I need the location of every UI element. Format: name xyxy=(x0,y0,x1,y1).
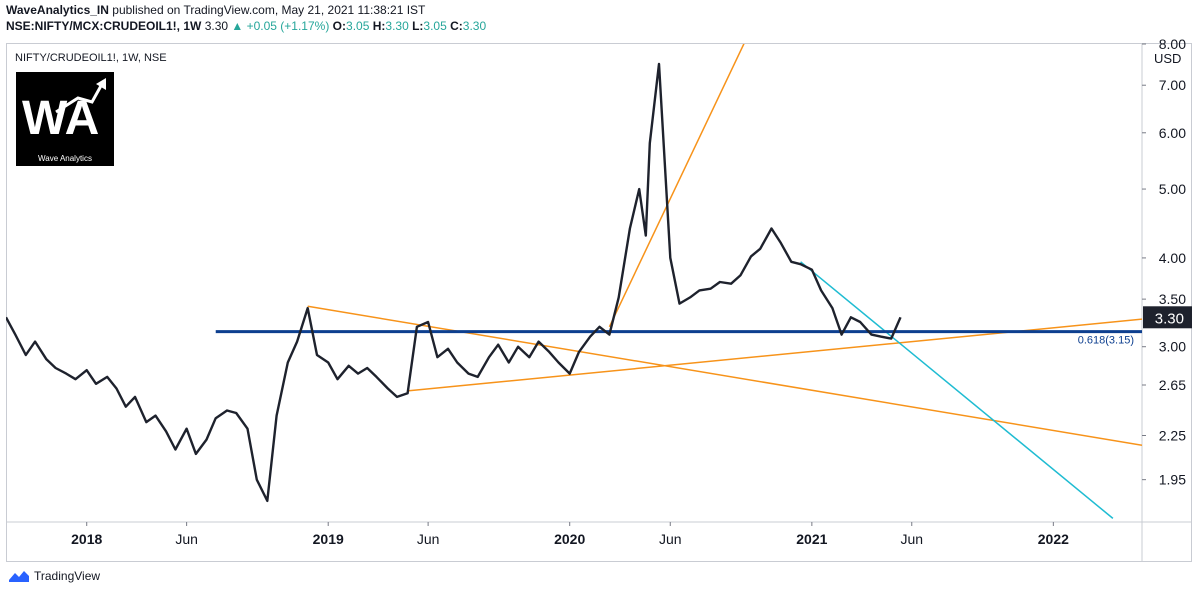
x-tick-label-2: 2019 xyxy=(313,531,344,547)
y-tick-label-1: 7.00 xyxy=(1159,77,1186,93)
publish-line: WaveAnalytics_IN published on TradingVie… xyxy=(6,2,486,18)
trendline-layer xyxy=(215,44,1142,519)
fib-level-label: 0.618(3.15) xyxy=(1078,335,1134,347)
y-tick-label-5: 3.50 xyxy=(1159,291,1186,307)
cyan-trendline-3 xyxy=(800,261,1114,519)
change-value: ▲ +0.05 (+1.17%) xyxy=(231,19,330,33)
axis-layer: 8.00 7.00 6.00 5.00 4.00 3.50 3.00 2.65 2.25 1.95… xyxy=(71,36,1186,547)
last-price-label: 3.30 xyxy=(1155,310,1184,327)
x-tick-label-1: Jun xyxy=(175,531,198,547)
orange-trendline-1 xyxy=(407,318,1142,392)
x-tick-label-4: 2020 xyxy=(554,531,585,547)
arrow-head xyxy=(96,78,106,90)
last-price-badge xyxy=(1143,306,1192,329)
wave-analytics-logo: WA Wave Analytics xyxy=(16,72,114,166)
y-tick-label-2: 6.00 xyxy=(1159,125,1186,141)
x-tick-label-0: 2018 xyxy=(71,531,102,547)
y-tick-label-0: 8.00 xyxy=(1159,36,1186,52)
high-label: H: xyxy=(372,19,386,33)
label-layer: 0.618(3.15) 3.30 xyxy=(1078,306,1192,347)
logo-graphic: WA xyxy=(22,78,106,145)
low-label: L: xyxy=(412,19,424,33)
logo-caption: Wave Analytics xyxy=(38,154,92,163)
y-tick-label-4: 4.00 xyxy=(1159,250,1186,266)
y-tick-label-9: 1.95 xyxy=(1159,472,1186,488)
author-name[interactable]: WaveAnalytics_IN xyxy=(6,3,109,17)
currency-label: USD xyxy=(1154,51,1181,66)
series-layer xyxy=(6,62,902,503)
open-label: O: xyxy=(332,19,347,33)
orange-trendline-0 xyxy=(307,305,1142,446)
x-tick-label-8: 2022 xyxy=(1038,531,1069,547)
open-value: 3.05 xyxy=(346,19,370,33)
x-tick-label-6: 2021 xyxy=(796,531,827,547)
close-value: 3.30 xyxy=(462,19,487,33)
y-tick-label-7: 2.65 xyxy=(1159,377,1186,393)
ohlc-line: NSE:NIFTY/MCX:CRUDEOIL1!, 1W 3.30 ▲ +0.0… xyxy=(6,18,486,34)
chart-header: WaveAnalytics_IN published on TradingVie… xyxy=(6,2,486,34)
high-value: 3.30 xyxy=(385,19,409,33)
tradingview-brand[interactable]: TradingView xyxy=(34,569,101,583)
y-tick-label-3: 5.00 xyxy=(1159,181,1186,197)
x-tick-label-3: Jun xyxy=(417,531,440,547)
orange-trendline-2 xyxy=(608,44,745,328)
y-tick-label-6: 3.00 xyxy=(1159,339,1186,355)
chart-inner-title: NIFTY/CRUDEOIL1!, 1W, NSE xyxy=(15,52,167,64)
chart-frame xyxy=(6,43,1192,562)
x-tick-label-5: Jun xyxy=(659,531,682,547)
last-value: 3.30 xyxy=(204,19,229,33)
tradingview-logo-icon xyxy=(9,571,29,582)
symbol-label: NSE:NIFTY/MCX:CRUDEOIL1!, 1W xyxy=(6,19,202,33)
published-text: published on TradingView.com, May 21, 20… xyxy=(112,3,426,17)
price-series-line xyxy=(6,62,902,503)
y-tick-label-8: 2.25 xyxy=(1159,427,1186,443)
low-value: 3.05 xyxy=(423,19,447,33)
x-tick-label-7: Jun xyxy=(900,531,923,547)
footer: TradingView xyxy=(8,566,100,586)
close-label: C: xyxy=(450,19,463,33)
arrow-up-icon xyxy=(55,83,104,114)
